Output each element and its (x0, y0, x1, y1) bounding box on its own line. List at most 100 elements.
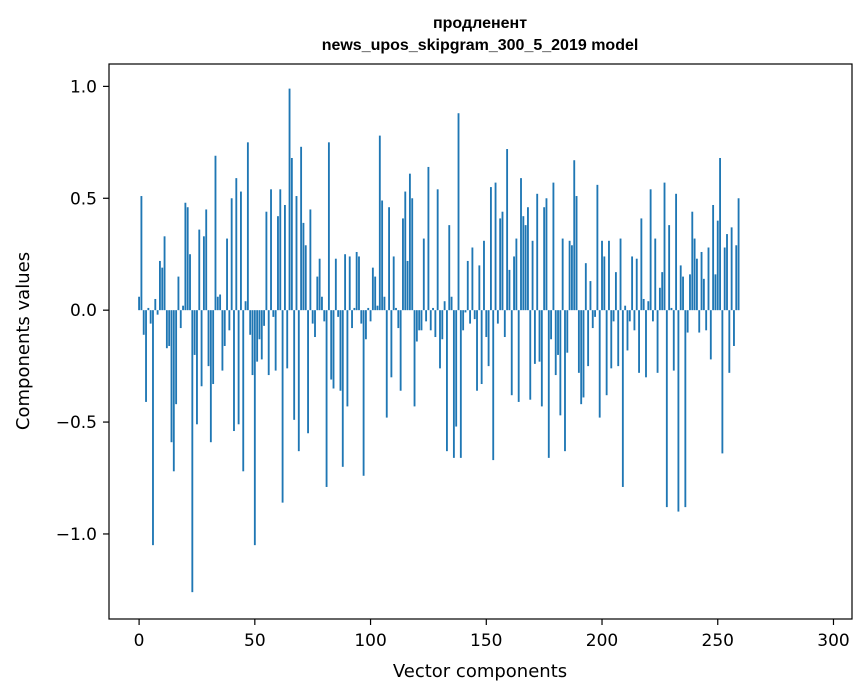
bar-65 (288, 88, 291, 311)
bar-56 (267, 310, 270, 376)
x-axis-label: Vector components (393, 661, 567, 682)
bar-55 (265, 211, 268, 311)
x-tick-label: 50 (244, 631, 266, 651)
bar-119 (413, 310, 416, 407)
bar-159 (506, 149, 509, 311)
bar-161 (510, 310, 513, 396)
bar-9 (159, 260, 161, 311)
bar-243 (700, 251, 703, 311)
bar-94 (355, 251, 358, 311)
bar-252 (721, 310, 724, 454)
bar-34 (216, 296, 219, 311)
bar-75 (311, 310, 314, 324)
bar-187 (571, 245, 573, 311)
bar-112 (397, 310, 400, 329)
bar-135 (450, 296, 453, 311)
bar-251 (719, 157, 721, 311)
y-tick-label: −0.5 (56, 413, 97, 433)
bar-209 (621, 310, 624, 487)
x-tick-label: 0 (134, 631, 145, 651)
bar-14 (170, 310, 173, 443)
bar-200 (601, 240, 603, 311)
bar-49 (251, 310, 254, 376)
bar-12 (165, 310, 168, 349)
bar-73 (307, 310, 309, 434)
bar-98 (365, 310, 367, 340)
bar-88 (341, 310, 344, 467)
bar-37 (223, 310, 226, 346)
bar-138 (457, 113, 460, 311)
bar-97 (362, 310, 365, 476)
bar-182 (559, 310, 562, 416)
bar-207 (617, 310, 620, 367)
bar-54 (263, 310, 266, 326)
bar-169 (529, 310, 532, 400)
bar-208 (619, 238, 622, 311)
bar-241 (695, 258, 698, 311)
bar-194 (587, 310, 590, 367)
bar-151 (487, 310, 490, 367)
bar-259 (737, 198, 740, 311)
bar-230 (670, 307, 673, 311)
bar-236 (684, 310, 687, 508)
bar-110 (392, 256, 395, 311)
y-tick-label: 0.5 (70, 189, 97, 209)
bar-220 (647, 301, 650, 311)
bar-61 (279, 189, 282, 311)
bar-223 (654, 238, 657, 311)
bar-77 (316, 276, 319, 311)
bar-157 (501, 211, 504, 311)
bar-18 (179, 310, 182, 329)
bar-134 (448, 225, 451, 311)
bar-145 (473, 310, 476, 320)
bar-118 (411, 198, 414, 311)
bar-108 (388, 207, 390, 311)
bar-139 (459, 310, 462, 458)
bar-43 (237, 310, 240, 425)
bar-153 (492, 310, 495, 461)
bar-144 (471, 247, 474, 311)
bar-13 (168, 310, 171, 346)
bar-86 (337, 310, 340, 317)
bar-113 (399, 310, 402, 391)
bar-130 (439, 310, 441, 369)
bar-80 (323, 310, 326, 322)
bar-90 (346, 310, 349, 407)
bar-205 (612, 310, 615, 322)
bar-247 (709, 310, 712, 360)
bar-163 (515, 238, 518, 311)
bar-172 (536, 193, 539, 311)
bar-141 (464, 310, 467, 313)
bar-36 (221, 310, 224, 371)
bar-52 (258, 310, 261, 340)
bar-47 (246, 142, 249, 311)
bar-142 (466, 260, 469, 311)
bar-84 (332, 310, 335, 389)
bar-226 (661, 272, 664, 311)
bars-group (138, 88, 740, 593)
bar-1 (140, 196, 143, 311)
bar-63 (283, 204, 286, 311)
bar-105 (381, 200, 384, 311)
bar-167 (524, 225, 527, 311)
bar-33 (214, 155, 217, 311)
bar-202 (605, 310, 608, 396)
bar-148 (480, 310, 483, 385)
bar-250 (716, 220, 719, 311)
bar-149 (483, 240, 485, 311)
bar-166 (522, 216, 525, 311)
bar-120 (415, 310, 418, 342)
bar-165 (520, 178, 522, 311)
bar-222 (652, 310, 654, 322)
bar-21 (186, 207, 189, 311)
bar-122 (420, 310, 423, 331)
bar-7 (154, 298, 157, 311)
bar-229 (668, 225, 671, 311)
bar-62 (281, 310, 284, 503)
bar-160 (508, 269, 511, 311)
bar-228 (665, 310, 668, 508)
bar-246 (707, 247, 710, 311)
bar-197 (594, 310, 596, 317)
bar-178 (550, 310, 553, 340)
bar-78 (318, 258, 321, 311)
